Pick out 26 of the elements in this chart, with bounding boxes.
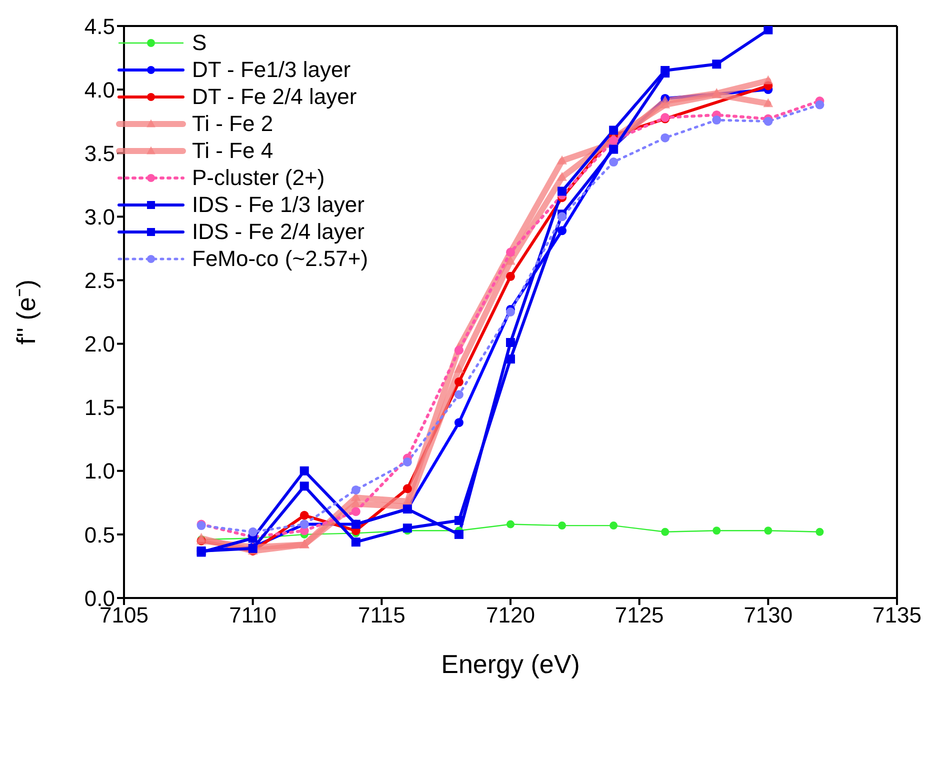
y-tick-label: 3.5 — [84, 140, 115, 166]
x-tick-label: 7135 — [872, 602, 922, 628]
x-tick-label: 7120 — [486, 602, 535, 628]
y-tick-label: 0.5 — [84, 522, 115, 548]
y-tick-label: 2.5 — [84, 268, 115, 294]
y-tick-label: 2.0 — [84, 332, 115, 357]
legend-label: FeMo-co (~2.57+) — [192, 246, 368, 272]
legend-label: Ti - Fe 2 — [192, 110, 274, 136]
y-tick-label: 1.0 — [84, 458, 115, 484]
legend-label: IDS - Fe 1/3 layer — [192, 192, 364, 218]
legend-label: DT - Fe1/3 layer — [192, 56, 351, 82]
y-tick-label: 1.5 — [84, 395, 115, 420]
x-tick-label: 7125 — [614, 602, 664, 628]
y-tick-label: 3.0 — [84, 204, 115, 230]
y-tick-label: 4.5 — [84, 14, 115, 39]
y-axis-title: f'' (e⁻) — [11, 279, 41, 345]
legend-label: Ti - Fe 4 — [192, 138, 274, 164]
legend-label: IDS - Fe 2/4 layer — [192, 218, 364, 244]
legend-label: S — [192, 30, 207, 56]
legend-label: P-cluster (2+) — [192, 164, 325, 190]
x-tick-label: 7110 — [229, 602, 276, 628]
x-tick-label: 7115 — [358, 602, 406, 628]
x-tick-label: 7130 — [744, 602, 793, 628]
y-tick-label: 4.0 — [84, 77, 115, 102]
x-axis-title: Energy (eV) — [441, 649, 580, 679]
legend-label: DT - Fe 2/4 layer — [192, 84, 357, 110]
